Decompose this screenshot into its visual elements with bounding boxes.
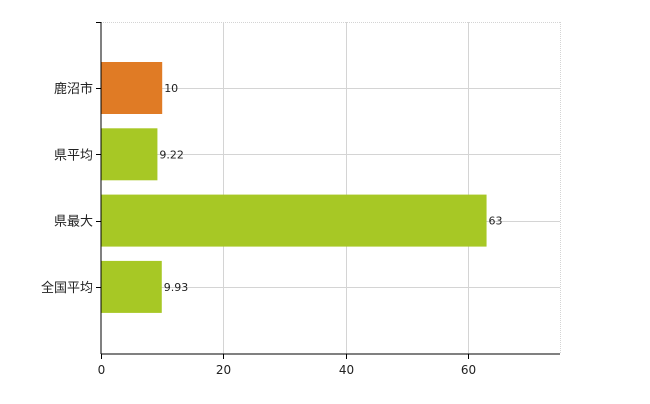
bar: [101, 260, 162, 313]
category-label: 全国平均: [41, 280, 93, 296]
data-label: 9.93: [164, 281, 189, 294]
x-tick-label: 0: [98, 363, 106, 377]
data-label: 10: [164, 82, 178, 95]
bar: [101, 194, 487, 247]
x-tick-label: 40: [339, 363, 354, 377]
bar: [101, 128, 158, 181]
category-label: 県平均: [54, 148, 93, 163]
category-label: 鹿沼市: [54, 81, 93, 97]
data-label: 63: [489, 215, 503, 228]
bars: [101, 62, 487, 313]
labels: 0 20 40 60 鹿沼市 10 県平均 9.22 県最大 63 全国平均 9.93: [41, 81, 503, 377]
x-tick-label: 20: [216, 363, 231, 377]
gridlines: [101, 22, 561, 354]
x-tick-label: 60: [461, 363, 476, 377]
category-label: 県最大: [54, 215, 93, 230]
bar: [101, 62, 163, 114]
data-label: 9.22: [159, 148, 184, 161]
axes: [96, 22, 560, 359]
